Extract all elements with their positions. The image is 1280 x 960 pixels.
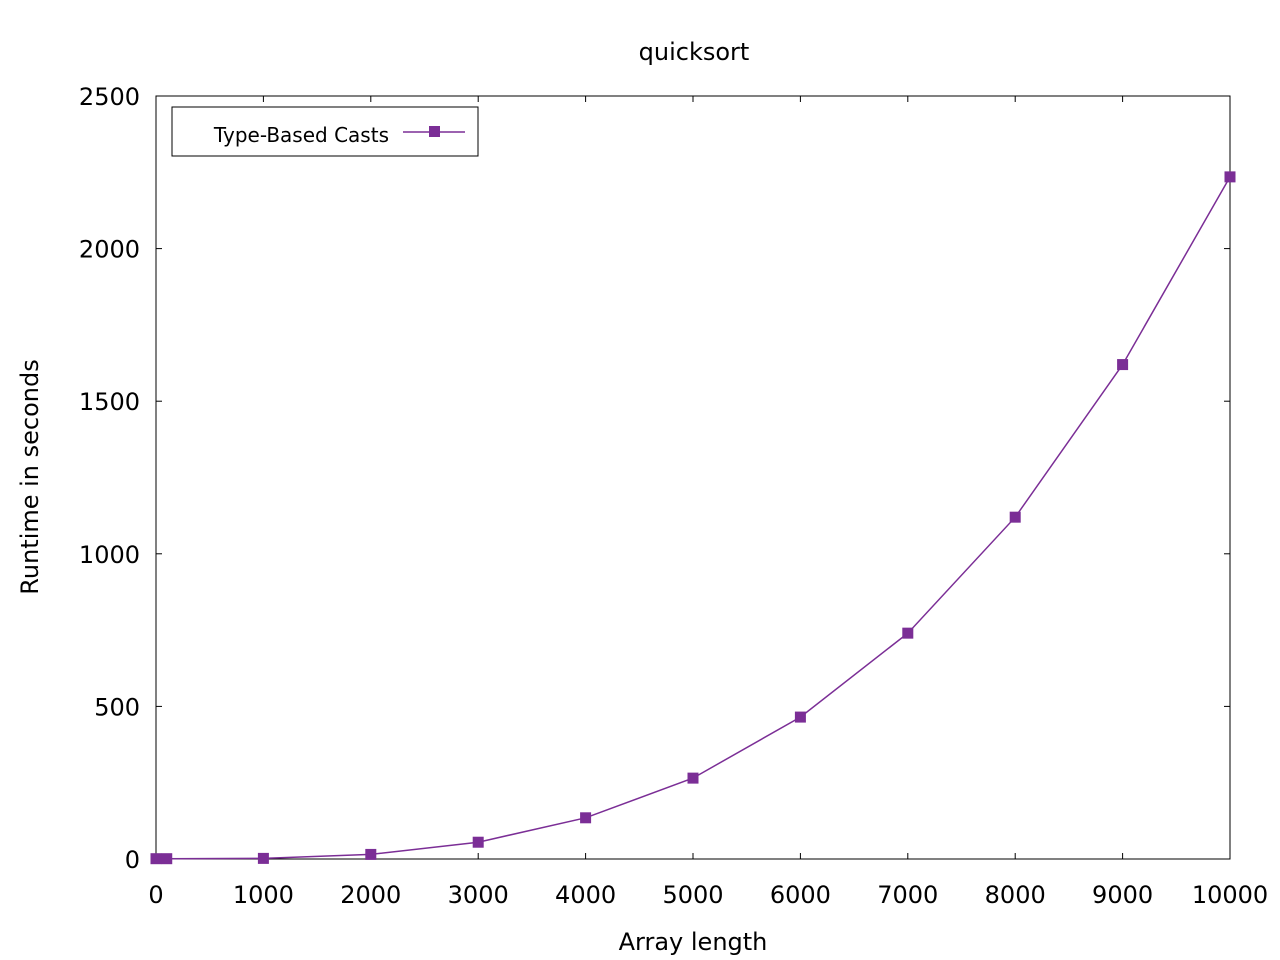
data-point xyxy=(257,852,269,864)
x-tick-label: 0 xyxy=(148,881,163,909)
legend: Type-Based Casts xyxy=(171,106,479,157)
x-tick-label: 6000 xyxy=(770,881,831,909)
y-tick-label: 500 xyxy=(94,693,140,721)
data-point xyxy=(794,711,806,723)
x-tick-label: 8000 xyxy=(985,881,1046,909)
data-point xyxy=(472,836,484,848)
y-tick-label: 0 xyxy=(125,846,140,874)
x-tick-label: 9000 xyxy=(1092,881,1153,909)
x-tick-label: 5000 xyxy=(662,881,723,909)
x-tick-label: 7000 xyxy=(877,881,938,909)
x-axis: 0 1000 2000 3000 4000 5000 6000 7000 8000 9000 100… xyxy=(148,96,1268,909)
data-point xyxy=(1224,171,1236,183)
data-point xyxy=(150,853,162,865)
data-point xyxy=(365,848,377,860)
data-point xyxy=(1117,359,1129,371)
series-line xyxy=(156,176,1231,860)
y-tick-label: 2500 xyxy=(79,83,140,111)
x-tick-label: 10000 xyxy=(1192,881,1268,909)
legend-label: Type-Based Casts xyxy=(213,123,389,147)
data-point xyxy=(580,812,592,824)
x-tick-label: 2000 xyxy=(340,881,401,909)
x-tick-label: 3000 xyxy=(448,881,509,909)
y-tick-label: 1000 xyxy=(79,541,140,569)
y-axis: 0 500 1000 1500 2000 2500 xyxy=(79,83,1230,874)
x-tick-label: 4000 xyxy=(555,881,616,909)
y-tick-label: 2000 xyxy=(79,236,140,264)
chart-title: quicksort xyxy=(639,38,750,66)
legend-marker xyxy=(429,126,440,137)
series-layer xyxy=(150,171,1236,865)
x-axis-title: Array length xyxy=(619,928,768,956)
plot-frame xyxy=(155,95,1231,860)
data-point xyxy=(161,853,173,865)
data-point xyxy=(902,627,914,639)
data-point xyxy=(1009,511,1021,523)
y-tick-label: 1500 xyxy=(79,388,140,416)
x-tick-label: 1000 xyxy=(233,881,294,909)
data-point xyxy=(687,772,699,784)
y-axis-title: Runtime in seconds xyxy=(16,359,44,594)
